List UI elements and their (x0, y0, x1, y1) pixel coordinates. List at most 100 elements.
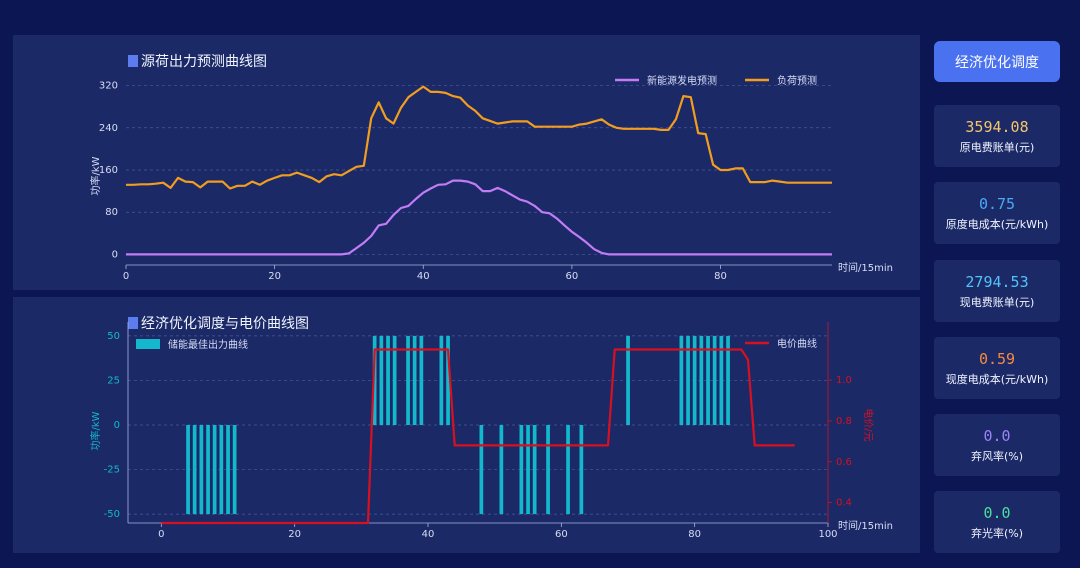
storage-bar (519, 425, 524, 515)
dispatch-chart-title: 经济优化调度与电价曲线图 (128, 313, 309, 333)
storage-bar (679, 335, 684, 425)
storage-bar (406, 335, 410, 425)
storage-bar (186, 425, 190, 515)
metric-label: 原电费账单(元) (959, 140, 1035, 154)
price-line (161, 348, 795, 525)
y2-tick-label: 0.8 (836, 416, 852, 427)
x-tick-label: 20 (268, 271, 281, 282)
x-tick-label: 0 (123, 271, 129, 282)
metric-label: 现电费账单(元) (959, 295, 1035, 309)
storage-bar (219, 425, 224, 515)
x-tick-label: 40 (422, 529, 435, 540)
metric-value: 3594.08 (965, 117, 1029, 136)
y-axis-label: 功率/kW (89, 156, 102, 195)
x-tick-label: 0 (158, 529, 164, 540)
y2-axis-label: 电价/元 (862, 408, 875, 441)
storage-bar (526, 425, 530, 515)
metric-label: 弃风率(%) (970, 449, 1024, 463)
storage-bar (706, 335, 710, 425)
title-marker-icon (128, 55, 138, 67)
x-tick-label: 60 (566, 271, 579, 282)
storage-bar (686, 335, 690, 425)
pv-forecast-line (126, 179, 832, 256)
storage-bar (546, 425, 550, 515)
legend-storage-swatch (136, 339, 160, 349)
metric-card-original-bill: 3594.08 原电费账单(元) (934, 105, 1060, 167)
forecast-chart-panel: 源荷出力预测曲线图 0 80 160 240 320 0 20 40 60 80 时间/15min 功… (13, 35, 920, 290)
y-tick-label: 0 (112, 249, 118, 260)
x-axis-unit: 时间/15min (838, 261, 893, 274)
metric-card-wind-curtailment: 0.0 弃风率(%) (934, 414, 1060, 476)
legend-label: 负荷预测 (777, 74, 817, 87)
storage-bar (479, 425, 484, 515)
y-tick-label: -25 (104, 465, 120, 476)
x-tick-label: 80 (714, 271, 727, 282)
metric-card-original-unit-cost: 0.75 原度电成本(元/kWh) (934, 182, 1060, 244)
forecast-chart-title-text: 源荷出力预测曲线图 (141, 54, 267, 70)
metric-card-current-bill: 2794.53 现电费账单(元) (934, 260, 1060, 322)
y2-tick-label: 0.4 (836, 498, 852, 509)
metric-value: 0.0 (983, 426, 1011, 445)
storage-bar (226, 425, 230, 515)
storage-bar (392, 335, 397, 425)
storage-bar (412, 335, 417, 425)
x-tick-label: 80 (688, 529, 701, 540)
storage-bar (386, 335, 390, 425)
storage-bar (726, 335, 730, 425)
storage-bar (626, 335, 630, 425)
storage-bar (212, 425, 217, 515)
legend-label: 储能最佳出力曲线 (168, 338, 248, 351)
x-tick-label: 100 (818, 529, 837, 540)
metric-card-solar-curtailment: 0.0 弃光率(%) (934, 491, 1060, 553)
metric-label: 现度电成本(元/kWh) (945, 372, 1049, 386)
storage-bar (566, 425, 570, 515)
storage-bar (379, 335, 384, 425)
y-tick-label: 0 (114, 420, 120, 431)
y-tick-label: 160 (99, 165, 118, 176)
y-tick-label: 320 (99, 81, 118, 92)
x-tick-label: 20 (288, 529, 301, 540)
storage-bar (206, 425, 210, 515)
y2-tick-label: 0.6 (836, 457, 852, 468)
forecast-chart-title: 源荷出力预测曲线图 (128, 51, 267, 71)
economic-dispatch-button[interactable]: 经济优化调度 (934, 41, 1060, 82)
storage-bar (699, 335, 704, 425)
title-marker-icon (128, 317, 138, 329)
storage-bar (372, 335, 377, 425)
x-axis-unit: 时间/15min (838, 519, 893, 532)
storage-bar (439, 335, 444, 425)
dispatch-chart-panel: 经济优化调度与电价曲线图 50 25 0 -25 -50 0 20 40 60 80 100 0.4 0… (13, 297, 920, 553)
x-tick-label: 60 (555, 529, 568, 540)
y-tick-label: 25 (107, 375, 120, 386)
y-tick-label: 80 (105, 207, 118, 218)
y-tick-label: 50 (107, 331, 120, 342)
storage-bar (579, 425, 584, 515)
x-tick-label: 40 (417, 271, 430, 282)
storage-bar (419, 335, 424, 425)
storage-bar (499, 425, 504, 515)
storage-bar (232, 425, 237, 515)
storage-bar (446, 335, 450, 425)
storage-bar (712, 335, 717, 425)
metric-value: 0.75 (978, 194, 1016, 213)
y-axis-label: 功率/kW (89, 411, 102, 450)
legend-label: 新能源发电预测 (647, 74, 717, 87)
storage-bar (199, 425, 204, 515)
y2-tick-label: 1.0 (836, 375, 852, 386)
dispatch-chart-title-text: 经济优化调度与电价曲线图 (141, 316, 309, 332)
y-tick-label: 240 (99, 123, 118, 134)
metric-label: 弃光率(%) (970, 526, 1024, 540)
storage-bar (192, 425, 197, 515)
metric-value: 0.59 (978, 349, 1016, 368)
storage-bar (532, 425, 537, 515)
legend-label: 电价曲线 (777, 337, 817, 350)
y-tick-label: -50 (104, 509, 120, 520)
dispatch-chart-svg: 50 25 0 -25 -50 0 20 40 60 80 100 0.4 0.6 0.8 1.0 时间/15… (89, 322, 893, 540)
metric-card-current-unit-cost: 0.59 现度电成本(元/kWh) (934, 337, 1060, 399)
load-forecast-line (126, 85, 832, 190)
metric-value: 0.0 (983, 503, 1011, 522)
forecast-chart-svg: 0 80 160 240 320 0 20 40 60 80 时间/15min 功率/kW 新能源发电预… (89, 74, 893, 282)
metric-label: 原度电成本(元/kWh) (945, 217, 1049, 231)
metric-value: 2794.53 (965, 272, 1029, 291)
storage-bar (692, 335, 697, 425)
